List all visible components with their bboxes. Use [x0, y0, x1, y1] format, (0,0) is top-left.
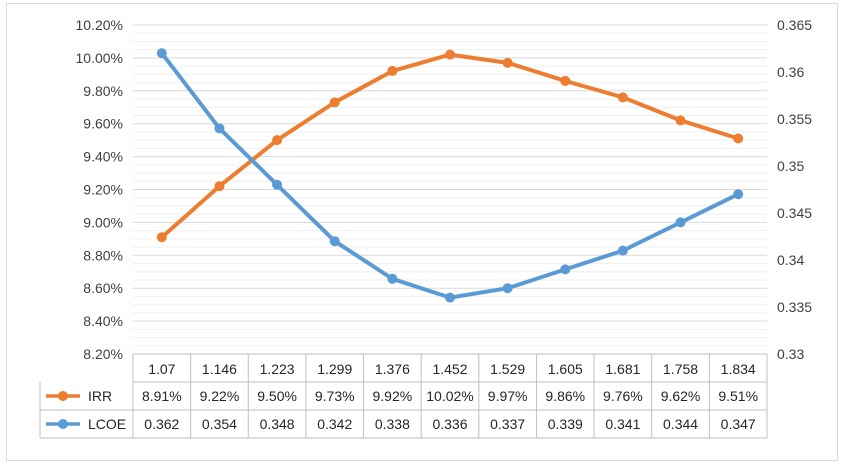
data-table-cell: 9.22% [200, 388, 240, 404]
series-marker-lcoe [445, 292, 455, 303]
data-table-cell: 9.73% [315, 388, 355, 404]
x-axis-category-label: 1.146 [202, 361, 237, 377]
x-axis-category-label: 1.605 [548, 361, 583, 377]
data-table-cell: 9.86% [545, 388, 585, 404]
x-axis-category-label: 1.529 [490, 361, 525, 377]
left-axis-tick-label: 10.20% [76, 17, 123, 33]
left-axis-tick-label: 10.00% [76, 50, 123, 66]
x-axis-category-label: 1.07 [148, 361, 175, 377]
series-marker-irr [502, 57, 513, 68]
legend-key-marker [58, 391, 68, 401]
left-axis-tick-label: 9.40% [83, 149, 123, 165]
series-marker-irr [272, 135, 283, 146]
data-table-cell: 9.92% [373, 388, 413, 404]
legend-key-marker [58, 419, 68, 429]
data-table-cell: 0.338 [375, 416, 410, 432]
x-axis-category-label: 1.223 [260, 361, 295, 377]
data-table-cell: 0.348 [260, 416, 295, 432]
right-axis-tick-label: 0.355 [777, 111, 812, 127]
series-marker-lcoe [675, 217, 686, 228]
x-axis-category-label: 1.299 [317, 361, 352, 377]
series-marker-irr [387, 66, 398, 77]
right-axis-tick-label: 0.35 [777, 158, 804, 174]
x-axis-category-label: 1.376 [375, 361, 410, 377]
series-marker-irr [560, 75, 571, 86]
series-marker-irr [156, 232, 167, 243]
right-axis-tick-label: 0.36 [777, 64, 804, 80]
right-axis-tick-label: 0.365 [777, 17, 812, 33]
chart-frame [6, 3, 838, 461]
series-marker-lcoe [387, 273, 398, 284]
data-table-cell: 0.344 [663, 416, 698, 432]
left-axis-tick-label: 8.60% [83, 280, 123, 296]
series-marker-irr [617, 92, 628, 103]
data-table-cell: 9.62% [661, 388, 701, 404]
data-table-cell: 0.336 [432, 416, 467, 432]
right-axis-tick-label: 0.34 [777, 252, 804, 268]
series-marker-irr [733, 133, 744, 144]
x-axis-category-label: 1.681 [605, 361, 640, 377]
data-table-cell: 9.51% [718, 388, 758, 404]
data-table-cell: 0.362 [144, 416, 179, 432]
right-axis-tick-label: 0.33 [777, 346, 804, 362]
series-line-irr [159, 52, 741, 240]
left-axis-tick-label: 8.40% [83, 313, 123, 329]
series-marker-irr [329, 97, 340, 108]
left-axis-tick-label: 9.20% [83, 182, 123, 198]
series-marker-lcoe [272, 179, 283, 190]
data-table-cell: 0.342 [317, 416, 352, 432]
series-marker-irr [675, 115, 686, 126]
series-marker-lcoe [329, 236, 340, 247]
x-axis-category-label: 1.452 [432, 361, 467, 377]
series-marker-irr [214, 181, 225, 192]
data-table-cell: 0.337 [490, 416, 525, 432]
data-table-cell: 9.97% [488, 388, 528, 404]
data-table-cell: 0.341 [605, 416, 640, 432]
x-axis-category-label: 1.758 [663, 361, 698, 377]
left-axis-tick-label: 9.80% [83, 83, 123, 99]
left-axis-tick-label: 8.80% [83, 247, 123, 263]
series-marker-lcoe [156, 48, 167, 59]
series-line-lcoe [159, 51, 741, 300]
series-marker-irr [445, 49, 455, 60]
series-marker-lcoe [502, 283, 513, 294]
series-marker-lcoe [617, 245, 628, 256]
data-table-cell: 0.354 [202, 416, 237, 432]
series-marker-lcoe [733, 189, 744, 200]
data-table-cell: 9.76% [603, 388, 643, 404]
legend-series-name: LCOE [88, 416, 126, 432]
left-axis-tick-label: 9.00% [83, 214, 123, 230]
x-axis-category-label: 1.834 [721, 361, 756, 377]
data-table-cell: 10.02% [426, 388, 473, 404]
data-table-cell: 0.347 [721, 416, 756, 432]
right-axis-tick-label: 0.345 [777, 205, 812, 221]
data-table-cell: 9.50% [257, 388, 297, 404]
data-table-cell: 0.339 [548, 416, 583, 432]
series-marker-lcoe [214, 123, 225, 134]
right-axis-tick-label: 0.335 [777, 299, 812, 315]
legend-series-name: IRR [88, 388, 112, 404]
left-axis-tick-label: 9.60% [83, 116, 123, 132]
series-marker-lcoe [560, 264, 571, 275]
data-table-cell: 8.91% [142, 388, 182, 404]
left-axis-tick-label: 8.20% [83, 346, 123, 362]
